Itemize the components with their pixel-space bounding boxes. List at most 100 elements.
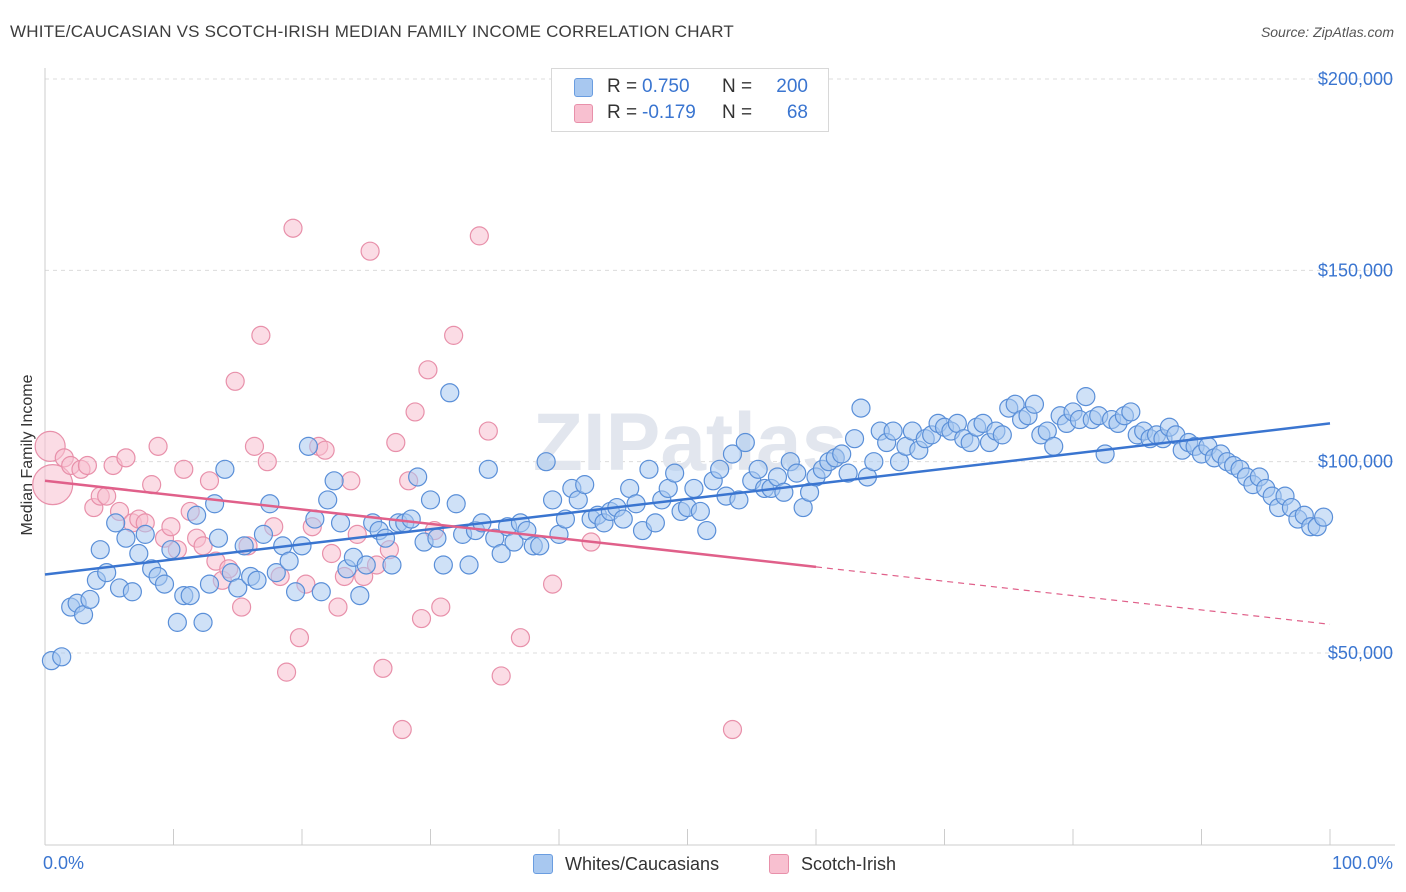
whites-point	[208, 528, 229, 548]
whites-point	[205, 494, 225, 514]
y-tick-labels: $50,000 $100,000 $150,000 $200,000	[1318, 69, 1393, 663]
whites-point	[285, 582, 306, 602]
whites-point	[247, 570, 267, 590]
whites-point	[722, 444, 743, 464]
scotch-irish-point	[232, 597, 252, 617]
whites-point	[199, 574, 220, 594]
legend-n-value: 200	[776, 76, 808, 97]
bottom-legend-swatch-scotch-irish	[769, 854, 789, 874]
whites-point	[684, 478, 704, 499]
whites-point	[116, 528, 136, 548]
whites-point	[735, 432, 755, 453]
x-tick-labels: 0.0% 100.0%	[43, 853, 1393, 873]
bottom-legend-swatch-whites	[533, 854, 553, 874]
whites-point	[645, 513, 665, 533]
scotch-irish-point	[276, 662, 297, 682]
scotch-irish-point	[328, 597, 348, 617]
whites-point	[491, 543, 511, 564]
legend-swatch-whites	[574, 77, 593, 97]
scotch-irish-point	[347, 524, 367, 544]
whites-point	[135, 524, 155, 544]
legend-r-label: R =	[607, 76, 638, 97]
scotch-irish-point	[315, 440, 335, 460]
whites-point	[330, 513, 351, 533]
bottom-legend-scotch-irish[interactable]: Scotch-Irish	[769, 852, 896, 876]
bottom-legend-whites[interactable]: Whites/Caucasians	[533, 852, 719, 876]
whites-point	[1313, 507, 1334, 527]
scotch-irish-point	[289, 628, 310, 648]
scotch-irish-point	[148, 436, 168, 456]
whites-point	[832, 444, 852, 464]
source-label: Source: ZipAtlas.com	[1260, 24, 1394, 40]
legend-r-value: -0.179	[642, 102, 696, 123]
legend-swatch-scotch-irish	[574, 103, 593, 123]
whites-point	[478, 459, 498, 479]
y-tick-label: $200,000	[1318, 69, 1393, 89]
scotch-irish-point	[77, 455, 98, 476]
scotch-irish-point	[257, 452, 277, 472]
whites-point	[193, 612, 213, 632]
scotch-irish-point	[411, 608, 432, 629]
correlation-legend: R = 0.750 N = 200 R = -0.179 N = 68	[551, 68, 829, 132]
scotch-irish-point	[542, 574, 563, 594]
whites-point	[298, 436, 319, 456]
legend-r-label: R =	[607, 102, 638, 123]
whites-point	[1076, 387, 1096, 407]
whites-point	[690, 501, 710, 522]
scotch-irish-point	[469, 226, 489, 246]
whites-point	[446, 494, 466, 514]
scotch-irish-point	[373, 658, 393, 678]
whites-point	[427, 528, 447, 548]
whites-point	[1044, 436, 1064, 456]
whites-point	[401, 509, 421, 529]
whites-point	[844, 429, 865, 449]
whites-point	[80, 589, 100, 610]
whites-point	[639, 459, 659, 479]
whites-point	[433, 555, 453, 575]
whites-point	[215, 459, 235, 479]
scotch-irish-point	[418, 360, 438, 380]
scotch-irish-point	[174, 459, 194, 479]
whites-point	[542, 490, 563, 510]
scotch-irish-point	[225, 371, 245, 391]
whites-point	[375, 528, 396, 548]
whites-trend-line	[44, 422, 1331, 576]
whites-point	[318, 490, 338, 510]
whites-point	[129, 543, 149, 564]
y-tick-label: $50,000	[1328, 643, 1393, 663]
whites-point	[228, 578, 248, 598]
whites-point	[883, 421, 903, 441]
scotch-irish-point	[722, 719, 743, 740]
whites-point	[613, 509, 633, 529]
whites-point	[536, 452, 556, 472]
scotch-irish-point	[360, 241, 380, 261]
whites-point	[697, 520, 717, 541]
scotch-irish-point	[510, 628, 531, 648]
scotch-irish-point	[199, 471, 220, 491]
scotch-irish-point	[97, 486, 117, 506]
legend-row-whites: R = 0.750 N = 200	[574, 76, 808, 98]
whites-point	[266, 563, 286, 583]
whites-point	[729, 490, 749, 510]
chart-title: WHITE/CAUCASIAN VS SCOTCH-IRISH MEDIAN F…	[10, 22, 734, 41]
whites-point	[787, 463, 807, 483]
legend-n-label: N =	[722, 102, 753, 123]
whites-point	[1121, 402, 1141, 422]
whites-point	[90, 540, 110, 560]
bottom-legend-label-scotch-irish: Scotch-Irish	[801, 853, 897, 874]
whites-point	[324, 471, 344, 491]
scotch-irish-point	[341, 471, 361, 491]
scotch-irish-point	[405, 402, 425, 422]
whites-point	[180, 585, 200, 606]
whites-point	[253, 524, 274, 544]
whites-point	[260, 494, 280, 514]
whites-point	[122, 582, 142, 602]
scotch-irish-point	[251, 325, 271, 345]
scotch-irish-trend-extension	[815, 566, 1331, 625]
scotch-irish-point	[386, 432, 406, 453]
whites-point	[356, 555, 376, 575]
scotch-irish-point	[116, 448, 136, 468]
legend-row-scotch-irish: R = -0.179 N = 68	[574, 102, 808, 124]
legend-n-value: 68	[786, 102, 808, 123]
